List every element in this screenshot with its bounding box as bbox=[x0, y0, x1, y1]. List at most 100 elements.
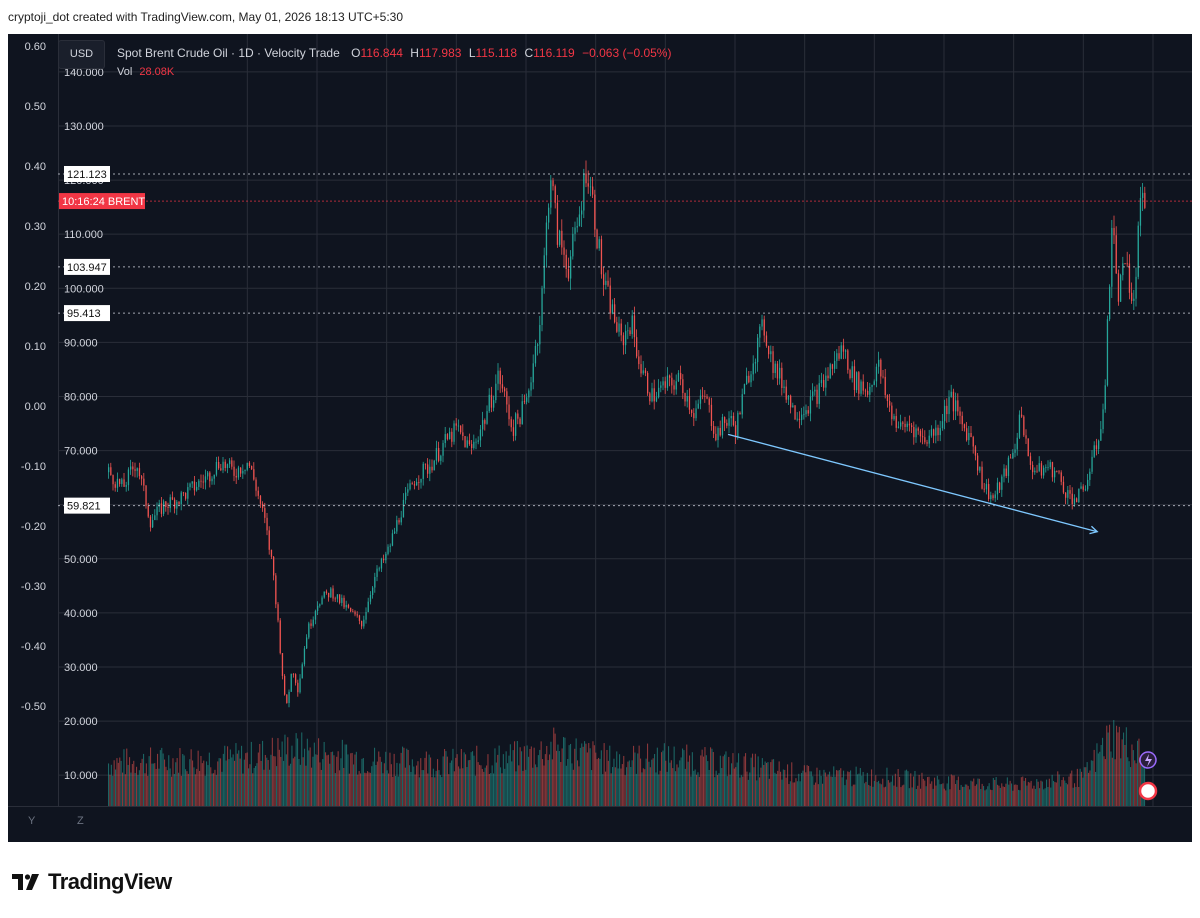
volume-bar bbox=[453, 771, 455, 806]
volume-bar bbox=[452, 748, 454, 806]
volume-bar bbox=[252, 773, 254, 806]
candle-body bbox=[345, 604, 347, 608]
volume-bar bbox=[206, 761, 208, 806]
candle-body bbox=[959, 411, 961, 416]
candle-body bbox=[1056, 470, 1058, 472]
candle-body bbox=[468, 440, 471, 445]
candle-body bbox=[1120, 275, 1122, 302]
volume-bar bbox=[441, 777, 443, 806]
volume-bar bbox=[794, 782, 796, 806]
candle-body bbox=[851, 366, 853, 379]
volume-bar bbox=[558, 751, 560, 806]
candle-body bbox=[746, 375, 748, 385]
candle-body bbox=[429, 466, 431, 474]
y-tick-label: 90.000 bbox=[64, 337, 98, 349]
volume-bar bbox=[942, 783, 944, 806]
volume-bar bbox=[977, 778, 979, 806]
candle-body bbox=[1023, 416, 1025, 436]
volume-bar bbox=[140, 762, 142, 806]
volume-bar bbox=[686, 744, 688, 806]
candle-body bbox=[765, 335, 768, 346]
volume-bar bbox=[416, 765, 418, 806]
candle-body bbox=[939, 428, 941, 436]
candle-body bbox=[1018, 414, 1021, 438]
candle-body bbox=[592, 186, 594, 195]
candle-body bbox=[669, 375, 671, 378]
volume-bar bbox=[350, 753, 352, 806]
candle-body bbox=[187, 487, 189, 499]
volume-bar bbox=[1100, 744, 1102, 806]
candle-body bbox=[726, 422, 728, 426]
left-axis-tick: -0.30 bbox=[21, 581, 46, 593]
volume-bar bbox=[1018, 789, 1020, 806]
volume-bar bbox=[606, 749, 608, 806]
volume-bar bbox=[962, 786, 964, 806]
volume-bar bbox=[250, 741, 252, 806]
symbol-name[interactable]: Spot Brent Crude Oil · 1D · Velocity Tra… bbox=[117, 46, 340, 60]
candle-body bbox=[684, 393, 686, 402]
volume-bar bbox=[621, 764, 623, 806]
candle-body bbox=[471, 444, 473, 449]
volume-bar bbox=[469, 760, 471, 806]
candle-body bbox=[418, 482, 420, 483]
volume-bar bbox=[130, 772, 132, 806]
volume-bar bbox=[795, 778, 797, 806]
candle-body bbox=[394, 531, 396, 534]
candle-body bbox=[1117, 273, 1120, 302]
volume-bar bbox=[880, 784, 882, 806]
volume-bar bbox=[563, 737, 565, 806]
volume-bar bbox=[540, 741, 542, 806]
timeframe-button-z[interactable]: Z bbox=[77, 815, 84, 827]
volume-bar bbox=[392, 776, 394, 806]
candle-body bbox=[204, 476, 207, 483]
volume-bar bbox=[519, 747, 521, 806]
candle-body bbox=[1051, 462, 1054, 478]
candle-body bbox=[387, 546, 389, 554]
volume-bar bbox=[347, 754, 349, 806]
volume-bar bbox=[173, 773, 175, 806]
currency-button[interactable]: USD bbox=[58, 40, 105, 69]
volume-bar bbox=[586, 752, 588, 806]
volume-bar bbox=[724, 754, 726, 806]
volume-bar bbox=[585, 743, 587, 806]
volume-bar bbox=[1058, 774, 1060, 806]
price-chart[interactable]: 10.00020.00030.00040.00050.00060.00070.0… bbox=[8, 34, 1192, 806]
timeframe-button-y[interactable]: Y bbox=[28, 815, 36, 827]
volume-bar bbox=[623, 755, 625, 806]
volume-bar bbox=[697, 772, 699, 806]
volume-bar bbox=[479, 764, 481, 806]
volume-bar bbox=[630, 767, 632, 806]
volume-bar bbox=[305, 765, 307, 806]
candle-body bbox=[202, 481, 204, 483]
volume-bar bbox=[960, 784, 962, 806]
volume-bar bbox=[1076, 768, 1078, 806]
volume-bar bbox=[476, 745, 478, 806]
volume-bar bbox=[152, 763, 154, 806]
tradingview-logo[interactable]: TradingView bbox=[12, 869, 172, 895]
left-axis-tick: 0.20 bbox=[25, 281, 46, 293]
candle-body bbox=[1034, 470, 1036, 473]
volume-bar bbox=[187, 773, 189, 806]
candle-body bbox=[611, 304, 614, 314]
volume-bar bbox=[614, 767, 616, 806]
volume-bar bbox=[743, 756, 745, 806]
candle-body bbox=[609, 285, 611, 314]
volume-bar bbox=[137, 775, 139, 806]
volume-bar bbox=[543, 765, 545, 806]
low-value: 115.118 bbox=[475, 46, 518, 60]
candle-body bbox=[992, 495, 994, 499]
volume-bar bbox=[1130, 767, 1132, 806]
candle-body bbox=[779, 367, 781, 379]
volume-bar bbox=[1110, 751, 1112, 806]
volume-bar bbox=[938, 779, 940, 806]
candle-body bbox=[207, 472, 209, 477]
volume-bar bbox=[976, 784, 978, 806]
volume-bar bbox=[690, 776, 692, 806]
volume-bar bbox=[627, 761, 629, 806]
volume-bar bbox=[1114, 759, 1116, 806]
candle-body bbox=[620, 323, 622, 336]
volume-bar bbox=[767, 762, 769, 806]
volume-bar bbox=[480, 765, 482, 806]
candle-body bbox=[158, 503, 160, 507]
volume-bar bbox=[689, 755, 691, 806]
